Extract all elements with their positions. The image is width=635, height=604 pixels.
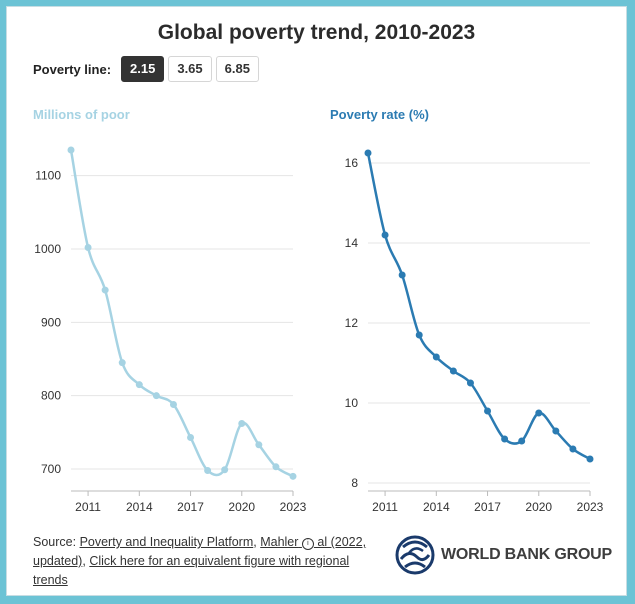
left-xtick-label: 2023 — [280, 500, 307, 514]
source-link-mahler[interactable]: Mahler i al (2022, updated) — [33, 535, 366, 568]
left-ytick-label: 1100 — [35, 169, 61, 183]
right-data-point — [364, 149, 372, 157]
source-sep-2: , — [82, 554, 90, 568]
regional-figure-link[interactable]: Click here for an equivalent figure with… — [33, 554, 350, 587]
info-circle-icon: i — [301, 538, 314, 550]
right-data-point — [586, 455, 594, 463]
globe-icon — [395, 535, 435, 575]
left-xtick-label: 2020 — [228, 500, 255, 514]
right-ytick-label: 14 — [345, 236, 359, 250]
left-data-point — [289, 472, 297, 480]
left-data-point — [204, 466, 212, 474]
right-xtick-label: 2017 — [474, 500, 501, 514]
poverty-line-button-3-65[interactable]: 3.65 — [168, 56, 212, 82]
left-data-point — [84, 244, 92, 252]
right-data-point — [449, 367, 457, 375]
left-data-point — [272, 463, 280, 471]
poverty-line-selector: Poverty line: 2.15 3.65 6.85 — [33, 56, 259, 82]
source-sep-1: , — [253, 535, 261, 549]
right-xtick-label: 2011 — [372, 500, 398, 514]
left-xtick-label: 2011 — [75, 500, 101, 514]
left-data-point — [152, 392, 160, 400]
right-data-point — [501, 435, 509, 443]
left-data-point — [67, 146, 75, 154]
chart-card: Global poverty trend, 2010-2023 Poverty … — [6, 6, 627, 596]
right-data-point — [569, 445, 577, 453]
right-data-point — [398, 271, 406, 279]
right-ytick-label: 10 — [345, 396, 359, 410]
left-chart-title: Millions of poor — [33, 107, 130, 122]
right-data-point — [535, 409, 543, 417]
right-data-point — [552, 427, 560, 435]
left-data-point — [255, 441, 263, 449]
source-link-mahler-text: Mahler — [260, 535, 299, 549]
right-data-point — [484, 407, 492, 415]
source-link-pip[interactable]: Poverty and Inequality Platform — [79, 535, 254, 549]
world-bank-logo: WORLD BANK GROUP — [395, 535, 612, 575]
left-data-point — [187, 433, 195, 441]
left-ytick-label: 700 — [41, 462, 61, 476]
left-series-line — [69, 149, 294, 478]
right-ytick-label: 8 — [351, 476, 358, 490]
poverty-line-button-2-15[interactable]: 2.15 — [121, 56, 165, 82]
page-title: Global poverty trend, 2010-2023 — [157, 21, 476, 44]
source-prefix: Source: — [33, 535, 80, 549]
left-ytick-label: 800 — [41, 389, 61, 403]
poverty-line-button-6-85[interactable]: 6.85 — [215, 56, 259, 82]
left-data-point — [101, 286, 109, 294]
left-xtick-label: 2014 — [126, 500, 153, 514]
right-data-point — [381, 231, 389, 239]
left-xtick-label: 2017 — [177, 500, 204, 514]
right-chart-title: Poverty rate (%) — [330, 107, 429, 122]
left-data-point — [169, 400, 177, 408]
right-xtick-label: 2023 — [577, 500, 604, 514]
logo-text: WORLD BANK GROUP — [441, 546, 613, 563]
source-link-mahler-tail: al (2022, updated) — [33, 535, 367, 568]
left-ytick-label: 900 — [41, 315, 61, 329]
source-note: Source: Poverty and Inequality Platform,… — [33, 533, 383, 590]
right-series-line — [366, 152, 591, 461]
left-ytick-label: 1000 — [34, 242, 61, 256]
right-data-point — [432, 353, 440, 361]
left-data-point — [135, 381, 143, 389]
right-data-point — [466, 379, 474, 387]
right-data-point — [518, 437, 526, 445]
left-data-point — [221, 466, 229, 474]
charts-area: 700 800 900 1000 1100 2011 2014 2017 2020 2023 8 10… — [34, 146, 604, 514]
left-data-point — [238, 420, 246, 428]
left-data-point — [118, 359, 126, 367]
right-xtick-label: 2014 — [423, 500, 450, 514]
right-ytick-label: 16 — [345, 156, 359, 170]
right-ytick-label: 12 — [345, 316, 359, 330]
right-data-point — [415, 331, 423, 339]
selector-label: Poverty line: — [33, 61, 112, 77]
right-xtick-label: 2020 — [525, 500, 552, 514]
